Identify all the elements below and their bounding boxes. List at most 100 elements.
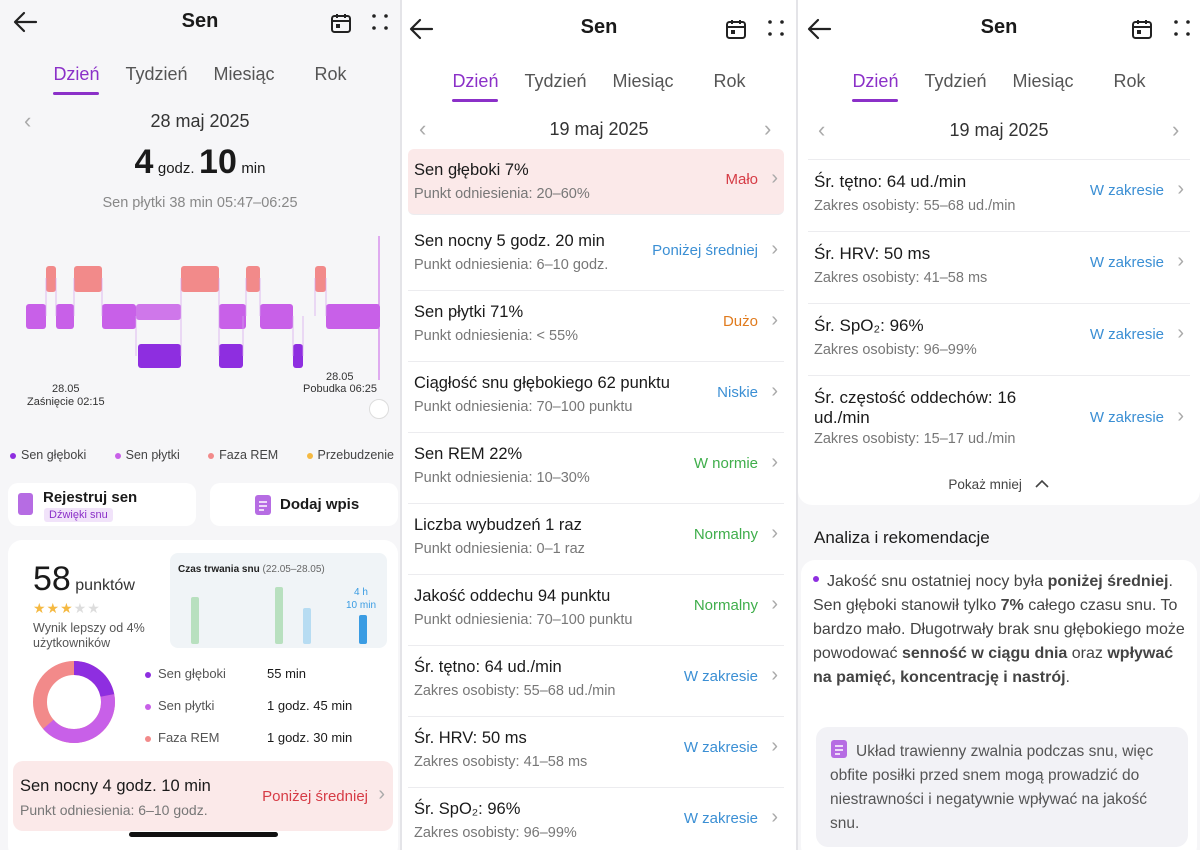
deep-sleep-segments bbox=[138, 344, 303, 368]
sleep-duration: 4 godz. 10 min bbox=[0, 143, 400, 182]
metric-status: W zakresie bbox=[683, 810, 758, 827]
chevron-right-icon: › bbox=[771, 593, 778, 615]
bar-28-05 bbox=[359, 615, 367, 644]
analysis-text-part: całego czasu snu. To bardzo mało. Długot… bbox=[813, 597, 1185, 662]
back-arrow-icon[interactable] bbox=[806, 15, 834, 43]
more-options-icon[interactable] bbox=[1172, 18, 1192, 38]
breakdown-value: 1 godz. 45 min bbox=[267, 698, 353, 713]
page-title: Sen bbox=[580, 16, 618, 38]
metric-title: Sen nocny 5 godz. 20 min bbox=[414, 232, 605, 250]
metric-row-spo2[interactable]: Śr. SpO₂: 96% Zakres osobisty: 96–99% W za… bbox=[408, 788, 784, 850]
tab-day[interactable]: Dzień bbox=[448, 71, 502, 102]
calendar-icon[interactable] bbox=[1131, 18, 1153, 40]
light-dot-icon bbox=[114, 452, 121, 459]
metric-row-hrv[interactable]: Śr. HRV: 50 ms Zakres osobisty: 41–58 ms W… bbox=[408, 717, 784, 788]
metric-title: Sen REM 22% bbox=[414, 445, 523, 463]
metric-title: Sen głęboki 7% bbox=[414, 161, 529, 179]
legend-rem: Faza REM bbox=[208, 448, 278, 462]
metric-row-spo2[interactable]: Śr. SpO₂: 96% Zakres osobisty: 96–99% W za… bbox=[808, 304, 1190, 376]
metric-row-deep-sleep[interactable]: Sen głęboki 7% Punkt odniesienia: 20–60% M… bbox=[408, 149, 784, 215]
tab-month[interactable]: Miesiąc bbox=[213, 64, 275, 84]
metric-reference: Zakres osobisty: 15–17 ud./min bbox=[814, 431, 1016, 447]
duration-mini-chart[interactable]: Czas trwania snu (22.05–28.05) 4 h 10 min bbox=[170, 553, 387, 648]
light-dot-icon bbox=[145, 703, 151, 710]
tab-week[interactable]: Tydzień bbox=[125, 64, 188, 84]
tab-week[interactable]: Tydzień bbox=[524, 71, 587, 91]
metrics-list: Śr. tętno: 64 ud./min Zakres osobisty: 55… bbox=[808, 159, 1190, 460]
metrics-card bbox=[798, 0, 1200, 505]
chart-scroll-handle[interactable] bbox=[369, 399, 389, 419]
tab-month[interactable]: Miesiąc bbox=[612, 71, 674, 91]
analysis-text-part: Jakość snu ostatniej nocy była bbox=[827, 573, 1048, 590]
score-value: 58 bbox=[33, 560, 71, 598]
awake-dot-icon bbox=[306, 452, 313, 459]
tab-day[interactable]: Dzień bbox=[848, 71, 902, 102]
metric-title: Jakość oddechu 94 punktu bbox=[414, 587, 611, 605]
record-sleep-button[interactable]: Rejestruj sen Dźwięki snu bbox=[8, 483, 196, 526]
bullet-icon bbox=[813, 576, 819, 582]
record-sleep-label: Rejestruj sen bbox=[43, 489, 138, 506]
page-title: Sen bbox=[181, 10, 219, 32]
score-description: Wynik lepszy od 4% użytkowników bbox=[33, 621, 145, 650]
prev-date-chevron-icon[interactable]: ‹ bbox=[24, 108, 32, 133]
rem-dot-icon bbox=[145, 735, 151, 742]
metric-row-heart-rate[interactable]: Śr. tętno: 64 ud./min Zakres osobisty: 55… bbox=[408, 646, 784, 717]
breakdown-row-rem: Faza REM 1 godz. 30 min bbox=[145, 730, 385, 762]
metric-title: Śr. tętno: 64 ud./min bbox=[814, 172, 967, 191]
tab-year[interactable]: Rok bbox=[314, 64, 347, 84]
analysis-highlight: wpływać na pamięć, koncentrację i nastró… bbox=[813, 645, 1174, 686]
breakdown-row-deep: Sen głęboki 55 min bbox=[145, 666, 385, 698]
rem-dot-icon bbox=[208, 452, 215, 459]
back-arrow-icon[interactable] bbox=[408, 15, 436, 43]
back-arrow-icon[interactable] bbox=[12, 8, 40, 36]
analysis-highlight: senność w ciągu dnia bbox=[901, 645, 1068, 662]
prev-date-chevron-icon[interactable]: ‹ bbox=[818, 117, 826, 142]
chevron-right-icon: › bbox=[1177, 178, 1184, 200]
chevron-up-icon bbox=[1035, 479, 1049, 488]
show-less-button[interactable]: Pokaż mniej bbox=[798, 477, 1200, 492]
tab-month[interactable]: Miesiąc bbox=[1012, 71, 1074, 91]
tab-week[interactable]: Tydzień bbox=[924, 71, 987, 91]
night-sleep-status: Poniżej średniej bbox=[262, 788, 368, 805]
breakdown-label: Faza REM bbox=[158, 730, 220, 745]
add-entry-button[interactable]: Dodaj wpis bbox=[210, 483, 398, 526]
duration-minutes: 10 bbox=[199, 143, 237, 181]
night-sleep-row[interactable]: Sen nocny 4 godz. 10 min Punkt odniesien… bbox=[13, 761, 393, 831]
metric-row-deep-continuity[interactable]: Ciągłość snu głębokiego 62 punktu Punkt o… bbox=[408, 362, 784, 433]
tip-box: Układ trawienny zwalnia podczas snu, wię… bbox=[816, 727, 1188, 847]
more-options-icon[interactable] bbox=[370, 12, 390, 32]
metric-row-hrv[interactable]: Śr. HRV: 50 ms Zakres osobisty: 41–58 ms W… bbox=[808, 232, 1190, 304]
more-options-icon[interactable] bbox=[766, 18, 786, 38]
metric-status: W zakresie bbox=[1089, 182, 1164, 199]
metric-row-night-sleep[interactable]: Sen nocny 5 godz. 20 min Punkt odniesieni… bbox=[408, 220, 784, 291]
note-icon bbox=[255, 495, 271, 515]
sleep-stage-chart[interactable] bbox=[0, 228, 400, 380]
metric-row-light-sleep[interactable]: Sen płytki 71% Punkt odniesienia: < 55% Du… bbox=[408, 291, 784, 362]
calendar-icon[interactable] bbox=[330, 12, 352, 34]
empty-stars-icon: ★★ bbox=[73, 600, 101, 616]
bar-24-05 bbox=[275, 587, 283, 644]
chevron-right-icon: › bbox=[378, 783, 385, 805]
legend-awake: Przebudzenie bbox=[306, 448, 394, 462]
metric-row-heart-rate[interactable]: Śr. tętno: 64 ud./min Zakres osobisty: 55… bbox=[808, 160, 1190, 232]
next-date-chevron-icon[interactable]: › bbox=[764, 116, 772, 141]
sleep-panel-may-19-metrics: Sen Dzień Tydzień Miesiąc Rok ‹ 19 maj 2… bbox=[402, 0, 796, 850]
metric-row-respiratory-rate[interactable]: Śr. częstość oddechów: 16 ud./min Zakres … bbox=[808, 376, 1190, 460]
prev-date-chevron-icon[interactable]: ‹ bbox=[419, 116, 427, 141]
metric-row-rem[interactable]: Sen REM 22% Punkt odniesienia: 10–30% W no… bbox=[408, 433, 784, 504]
next-date-chevron-icon[interactable]: › bbox=[1172, 117, 1180, 142]
deep-dot-icon bbox=[145, 671, 151, 678]
chevron-right-icon: › bbox=[771, 238, 778, 260]
tab-year[interactable]: Rok bbox=[713, 71, 746, 91]
light-sleep-segments bbox=[26, 304, 380, 329]
legend-deep: Sen głęboki bbox=[10, 448, 86, 462]
rem-segments bbox=[46, 266, 326, 292]
metric-reference: Zakres osobisty: 55–68 ud./min bbox=[414, 683, 616, 699]
calendar-icon[interactable] bbox=[725, 18, 747, 40]
chevron-right-icon: › bbox=[1177, 405, 1184, 427]
metric-row-awakenings[interactable]: Liczba wybudzeń 1 raz Punkt odniesienia: … bbox=[408, 504, 784, 575]
period-tabs: Dzień Tydzień Miesiąc Rok bbox=[798, 71, 1200, 102]
tab-year[interactable]: Rok bbox=[1113, 71, 1146, 91]
tab-day[interactable]: Dzień bbox=[49, 64, 103, 95]
metric-row-breathing-quality[interactable]: Jakość oddechu 94 punktu Punkt odniesieni… bbox=[408, 575, 784, 646]
